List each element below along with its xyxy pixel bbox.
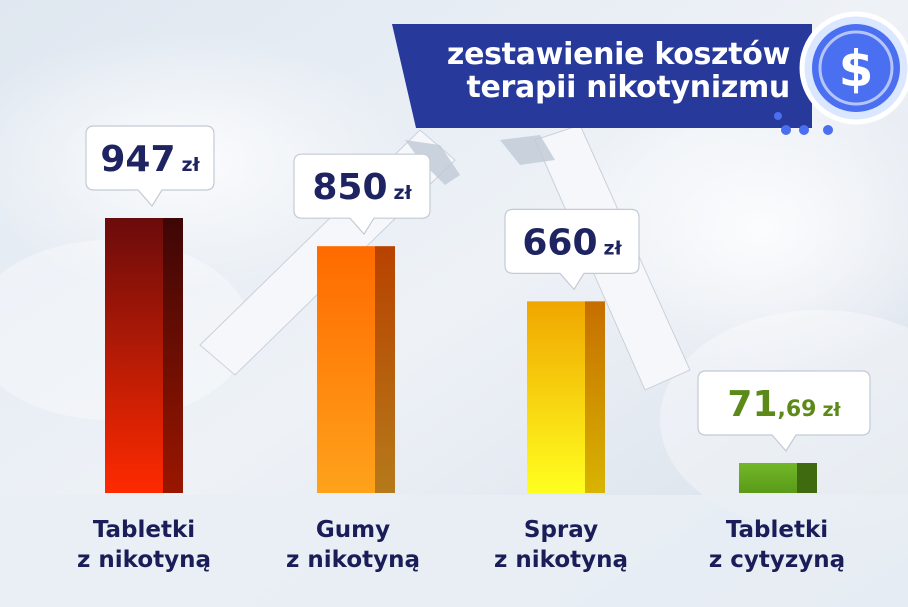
category-label-3: Spray z nikotyną: [493, 517, 628, 573]
bar-side-1: [163, 218, 183, 493]
value-bubble-4: [697, 370, 871, 453]
bar-side-3: [585, 301, 605, 493]
title-line-2: terapii nikotynizmu: [466, 70, 790, 105]
chart-title: zestawienie kosztów terapii nikotynizmu: [420, 38, 790, 104]
category-label-2: Gumy z nikotyną: [285, 517, 420, 573]
title-line-1: zestawienie kosztów: [446, 37, 790, 72]
value-label-4: 71,69 zł: [727, 384, 841, 425]
dollar-coin-icon: $: [774, 11, 908, 135]
bar-front-1: [105, 218, 163, 493]
bar-3: [527, 301, 605, 493]
bar-side-4: [797, 463, 817, 493]
category-label-1: Tabletki z nikotyną: [76, 517, 211, 573]
value-label-2: 850 zł: [312, 167, 412, 208]
bar-front-3: [527, 301, 585, 493]
value-label-3: 660 zł: [522, 222, 622, 263]
value-label-1: 947 zł: [100, 139, 200, 180]
bar-front-4: [739, 463, 797, 493]
category-label-4: Tabletki z cytyzyną: [708, 517, 846, 573]
svg-text:$: $: [839, 40, 874, 98]
title-banner: [392, 24, 812, 128]
bar-2: [317, 246, 395, 493]
value-bubble-2: [293, 153, 431, 236]
bar-side-2: [375, 246, 395, 493]
bar-4: [739, 463, 817, 493]
value-bubble-3: [504, 208, 640, 291]
bar-front-2: [317, 246, 375, 493]
bar-1: [105, 218, 183, 493]
value-bubble-1: [85, 125, 215, 208]
